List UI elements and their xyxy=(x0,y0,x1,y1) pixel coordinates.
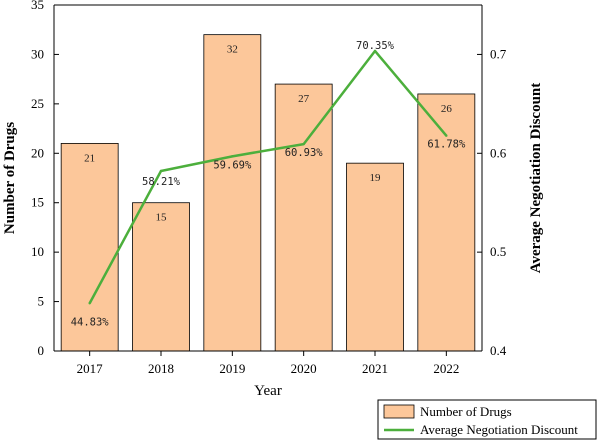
x-tick-label: 2020 xyxy=(291,361,317,376)
legend-swatch-bar xyxy=(383,404,415,419)
x-tick-label: 2017 xyxy=(77,361,104,376)
y2-axis-title: Average Negotiation Discount xyxy=(528,83,544,274)
data-labels-group: 21 15 32 27 19 26 44.83% 58.21% 59.69% 60.93% 70.3… xyxy=(71,40,466,328)
legend: Number of Drugs Average Negotiation Disc… xyxy=(377,399,597,440)
axes-group xyxy=(53,4,483,352)
discount-line xyxy=(88,49,448,304)
y2-tick-label: 0.4 xyxy=(490,343,507,358)
bar-2021 xyxy=(346,162,404,352)
legend-label-bars: Number of Drugs xyxy=(420,404,512,419)
discount-label-2018: 58.21% xyxy=(142,176,181,188)
bar-value-label-2018: 15 xyxy=(156,212,168,224)
bar-value-label-2021: 19 xyxy=(370,172,382,184)
x-tick-label: 2022 xyxy=(433,361,459,376)
bar-2018 xyxy=(132,202,190,352)
ticks-group: 0 5 10 15 20 25 30 35 0.4 0.5 0.6 0.7 2017 2018 2019 20… xyxy=(31,0,507,376)
y-tick-label: 5 xyxy=(38,294,45,309)
x-tick-label: 2021 xyxy=(362,361,388,376)
y2-tick-label: 0.7 xyxy=(490,46,507,61)
y2-tick-label: 0.6 xyxy=(490,145,507,160)
discount-label-2017: 44.83% xyxy=(71,316,110,328)
discount-point-2020 xyxy=(302,142,305,146)
bar-value-label-2019: 32 xyxy=(227,44,238,56)
discount-label-2019: 59.69% xyxy=(213,159,252,171)
discount-label-2022: 61.78% xyxy=(427,139,466,151)
y-tick-label: 15 xyxy=(31,195,44,210)
line-group xyxy=(88,49,448,305)
legend-label-line: Average Negotiation Discount xyxy=(420,422,578,437)
bar-value-label-2020: 27 xyxy=(298,93,310,105)
x-tick-label: 2019 xyxy=(219,361,245,376)
y-tick-label: 30 xyxy=(31,46,44,61)
bar-2017 xyxy=(60,142,119,352)
bar-2019 xyxy=(203,34,262,352)
y-tick-label: 0 xyxy=(38,343,45,358)
bar-2020 xyxy=(274,83,333,352)
bars-group xyxy=(60,34,476,352)
discount-label-2020: 60.93% xyxy=(285,147,324,159)
discount-point-2019 xyxy=(231,155,234,158)
bar-value-label-2022: 26 xyxy=(441,103,453,115)
bar-2022 xyxy=(417,93,476,352)
discount-point-2021 xyxy=(373,49,377,53)
discount-point-2018 xyxy=(159,169,163,173)
x-axis-title: Year xyxy=(254,383,282,399)
discount-point-2017 xyxy=(88,302,91,305)
y2-tick-label: 0.5 xyxy=(490,244,506,259)
y-tick-label: 10 xyxy=(31,244,44,259)
discount-label-2021: 70.35% xyxy=(356,40,395,52)
y-axis-title: Number of Drugs xyxy=(2,122,18,234)
x-tick-label: 2018 xyxy=(148,361,174,376)
y-tick-label: 35 xyxy=(31,0,44,12)
bar-value-label-2017: 21 xyxy=(84,152,95,164)
y-tick-label: 20 xyxy=(31,145,44,160)
y-tick-label: 25 xyxy=(31,96,44,111)
discount-point-2022 xyxy=(445,134,448,137)
